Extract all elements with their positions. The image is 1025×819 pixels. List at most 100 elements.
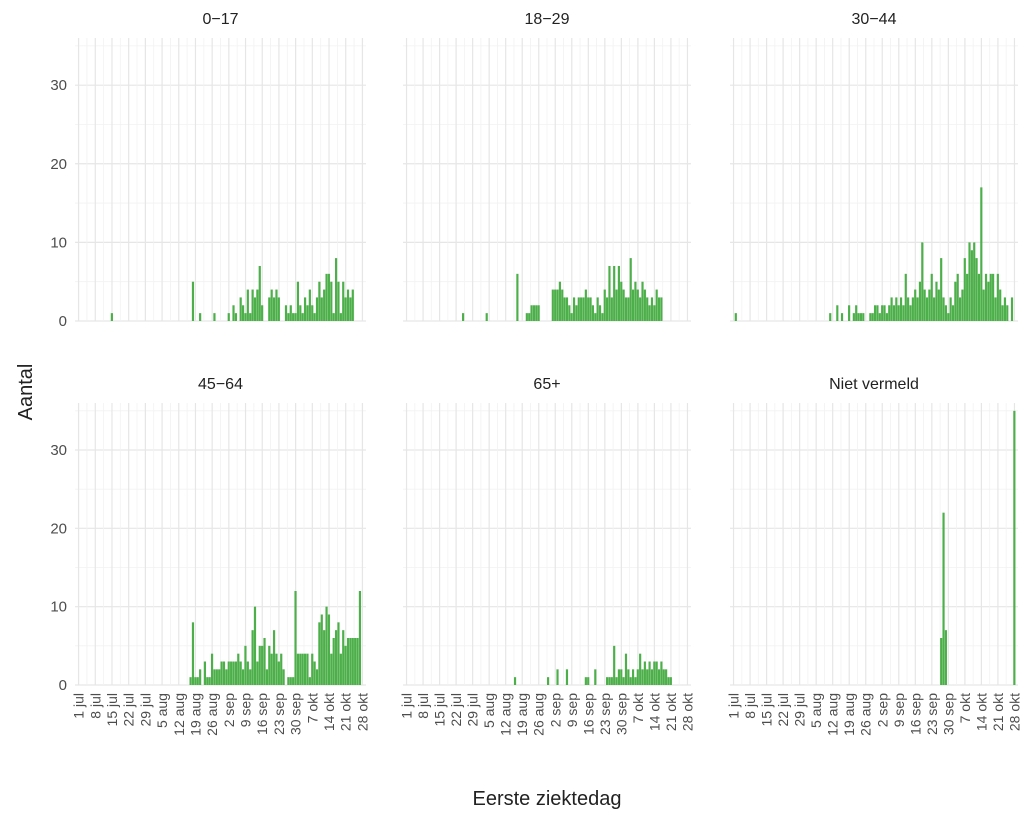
bar [836, 305, 839, 321]
bar [996, 273, 999, 321]
bar [342, 281, 345, 321]
x-tick-label: 22 jul [448, 693, 464, 726]
bar [615, 677, 618, 685]
facet-title: 18−29 [525, 11, 570, 28]
bar [189, 677, 192, 685]
bar [344, 297, 347, 321]
bar [859, 313, 863, 321]
bar [594, 313, 597, 321]
bar [199, 313, 202, 321]
bar [989, 273, 992, 321]
bar [261, 645, 264, 685]
bar [308, 677, 311, 685]
bar [925, 297, 929, 321]
bar [1013, 410, 1016, 685]
bar [462, 313, 465, 321]
y-tick-label: 20 [50, 156, 67, 173]
x-tick-label: 21 okt [663, 693, 679, 731]
bar [606, 677, 609, 685]
bar [332, 638, 335, 685]
bar [923, 289, 926, 321]
bar [603, 289, 606, 321]
x-tick-label: 15 jul [432, 693, 448, 726]
x-tick-label: 1 jul [726, 693, 742, 719]
y-tick-label: 10 [50, 599, 67, 616]
x-tick-label: 5 aug [481, 693, 497, 728]
x-tick-label: 14 okt [321, 693, 337, 731]
bar [339, 313, 342, 321]
bar [840, 313, 844, 321]
bar [268, 645, 271, 685]
bar [311, 653, 314, 685]
bar [734, 313, 737, 321]
bar [296, 281, 300, 321]
bar [346, 638, 350, 685]
bar [244, 645, 247, 685]
bar [650, 669, 654, 685]
bar [975, 258, 978, 321]
bar [613, 265, 616, 321]
x-tick-label: 21 okt [338, 693, 354, 731]
bar [944, 305, 947, 321]
x-tick-label: 12 aug [171, 693, 187, 736]
bar [580, 297, 583, 321]
x-tick-label: 14 okt [973, 693, 989, 731]
x-tick-label: 15 jul [104, 693, 120, 726]
bar [629, 677, 632, 685]
bar [218, 669, 221, 685]
bar [885, 313, 888, 321]
x-tick-label: 26 aug [531, 693, 547, 736]
bar [947, 313, 950, 321]
bar [337, 281, 340, 321]
facet-panel-4: 65+ 1 jul 8 jul 15 jul 22 jul 29 jul 5 aug 12 a… [399, 376, 696, 736]
bar [251, 630, 254, 685]
facet-panel-2: 30−44 [730, 11, 1018, 322]
bar [263, 638, 266, 685]
bar [667, 677, 670, 685]
bar [203, 661, 206, 685]
bar [320, 614, 323, 685]
bar [966, 273, 969, 321]
bar [199, 669, 202, 685]
bar [292, 313, 295, 321]
y-tick-label: 0 [59, 677, 67, 694]
bar [194, 677, 197, 685]
bar [270, 289, 273, 321]
x-tick-label: 9 sep [238, 693, 254, 727]
bar [528, 313, 531, 321]
bar [634, 281, 637, 321]
bar [620, 669, 623, 685]
bar [556, 289, 559, 321]
bar [277, 661, 280, 685]
x-tick-label: 1 jul [399, 693, 415, 719]
bar [869, 313, 872, 321]
bar [287, 677, 290, 685]
bar [963, 258, 966, 321]
bar [301, 313, 304, 321]
bar [318, 622, 321, 685]
bar [525, 313, 528, 321]
bar [1006, 305, 1009, 321]
x-tick-label: 16 sep [254, 693, 270, 735]
x-tick-label: 29 jul [137, 693, 153, 726]
bar [871, 313, 874, 321]
x-tick-label: 1 jul [71, 693, 87, 719]
x-tick-label: 28 okt [1006, 693, 1022, 731]
bar [899, 297, 903, 321]
bar [234, 313, 238, 321]
bar [358, 591, 362, 685]
bar [907, 297, 910, 321]
bar [878, 313, 881, 321]
bar [570, 313, 573, 321]
bar [584, 289, 587, 321]
bar [299, 305, 302, 321]
bar [213, 669, 216, 685]
bar [334, 630, 338, 685]
bar [643, 661, 646, 685]
bar [933, 297, 936, 321]
bar [617, 265, 620, 321]
bar [237, 653, 240, 685]
bar [256, 289, 259, 321]
bar [655, 661, 658, 685]
bar [227, 661, 230, 685]
